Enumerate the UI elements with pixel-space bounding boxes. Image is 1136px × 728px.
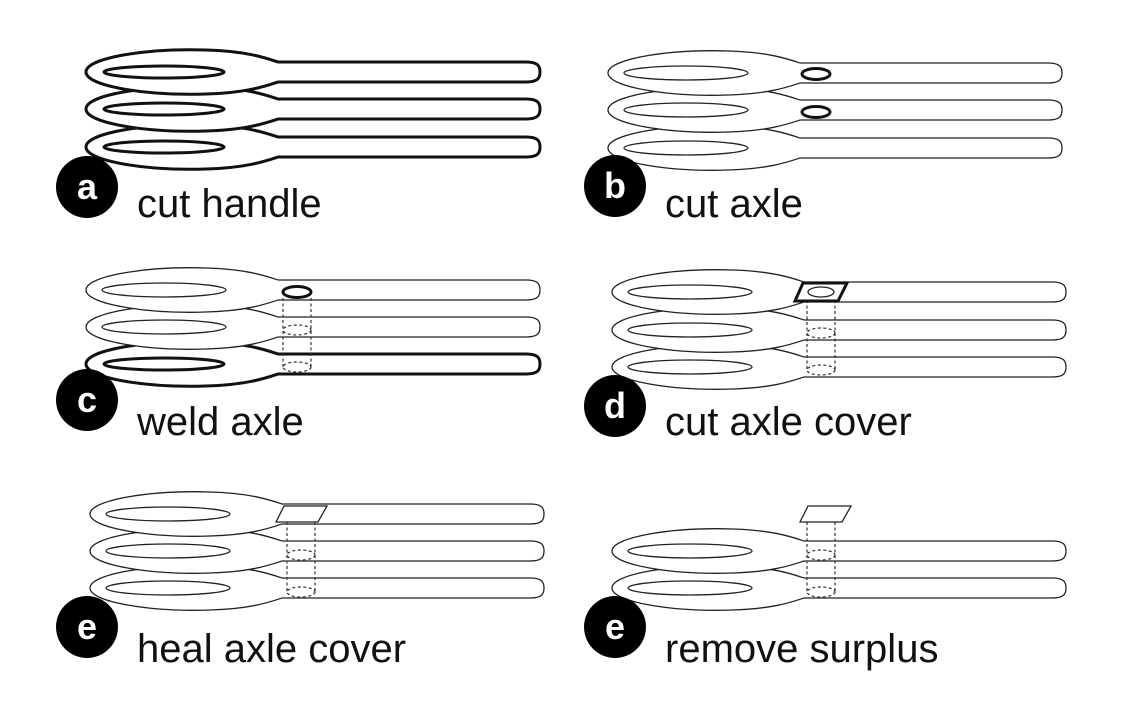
step-title: remove surplus	[665, 627, 938, 671]
axle-hole	[281, 285, 313, 299]
stacked-handles	[84, 267, 542, 388]
step-title: cut axle cover	[665, 400, 912, 444]
axle-hole	[800, 67, 832, 81]
step-badge: a	[56, 156, 118, 218]
panel-b: b cut axle	[584, 50, 1063, 226]
step-badge-letter: e	[605, 606, 625, 647]
step-title: cut handle	[137, 182, 322, 226]
axle-cover-cut	[792, 281, 850, 303]
step-title: cut axle	[665, 182, 803, 226]
panel-d: d cut axle cover	[584, 269, 1067, 444]
step-badge-letter: d	[604, 385, 626, 426]
panel-a: a cut handle	[56, 48, 542, 226]
panel-c: c weld axle	[56, 267, 542, 444]
panel-e-remove: e remove surplus	[584, 505, 1067, 671]
step-badge: d	[584, 375, 646, 437]
step-badge: e	[56, 596, 118, 658]
step-badge-letter: b	[604, 165, 626, 206]
axle-dashed	[282, 298, 312, 373]
panel-e-heal: e heal axle cover	[56, 491, 545, 671]
step-badge: b	[584, 155, 646, 217]
axle-dashed	[286, 522, 316, 598]
axle-dashed	[806, 522, 836, 598]
step-badge: c	[56, 369, 118, 431]
step-badge-letter: c	[77, 379, 97, 420]
axle-cover-patch	[274, 505, 329, 523]
stacked-handles	[607, 50, 1063, 171]
step-title: weld axle	[136, 400, 304, 444]
axle-dashed	[806, 300, 836, 376]
stacked-handles	[611, 528, 1067, 611]
step-badge-letter: a	[77, 166, 98, 207]
axle-cover-patch	[798, 505, 853, 523]
step-badge: e	[584, 596, 646, 658]
axle-hole	[800, 105, 832, 119]
step-title: heal axle cover	[137, 627, 406, 671]
step-badge-letter: e	[77, 606, 97, 647]
stacked-handles	[84, 48, 542, 171]
